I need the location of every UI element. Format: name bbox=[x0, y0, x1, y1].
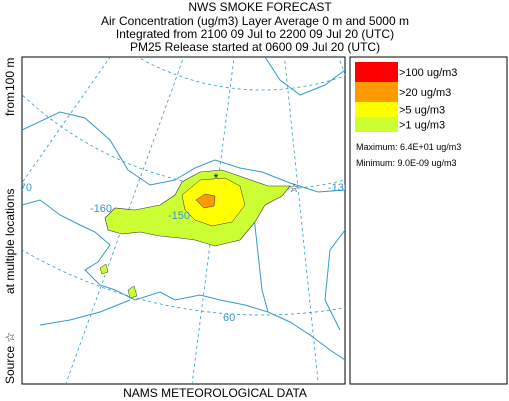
side-label: Source ☆ bbox=[3, 332, 17, 384]
source-marker: * bbox=[214, 171, 219, 185]
side-label: at multiple locations bbox=[3, 189, 17, 294]
coastline bbox=[22, 199, 345, 361]
source-marker: ☆ bbox=[289, 181, 300, 195]
legend-label: >100 ug/m3 bbox=[399, 67, 457, 79]
legend: >100 ug/m3 >20 ug/m3 >5 ug/m3 >1 ug/m3 bbox=[355, 62, 457, 132]
map-label: 60 bbox=[223, 312, 235, 324]
subtitle: Integrated from 2100 09 Jul to 2200 09 J… bbox=[116, 27, 394, 41]
map-label: -130 bbox=[328, 182, 350, 194]
legend-swatch bbox=[355, 102, 398, 117]
legend-swatch bbox=[355, 117, 398, 132]
side-label: 100 m bbox=[3, 58, 17, 91]
coastline bbox=[264, 57, 345, 96]
legend-swatch bbox=[355, 82, 398, 102]
plume-patch bbox=[99, 263, 109, 275]
map-label: -150 bbox=[168, 210, 190, 222]
maximum: Maximum: 6.4E+01 ug/m3 bbox=[356, 142, 461, 152]
legend-swatch bbox=[355, 62, 398, 82]
minimum: Minimum: 9.0E-09 ug/m3 bbox=[356, 158, 457, 168]
latitude-line bbox=[137, 57, 345, 91]
side-label: from bbox=[3, 92, 17, 116]
footer: NAMS METEOROLOGICAL DATA bbox=[123, 386, 307, 400]
plume-peak bbox=[195, 193, 216, 209]
map-label: -160 bbox=[90, 203, 112, 215]
subtitle: PM25 Release started at 0600 09 Jul 20 (… bbox=[130, 40, 380, 54]
title: NWS SMOKE FORECAST bbox=[188, 0, 332, 14]
map-label: -170 bbox=[10, 182, 32, 194]
legend-label: >1 ug/m3 bbox=[399, 120, 445, 132]
plume-patch bbox=[127, 285, 138, 299]
subtitle: Air Concentration (ug/m3) Layer Average … bbox=[101, 14, 409, 28]
meridian bbox=[191, 57, 235, 384]
coastline bbox=[39, 299, 131, 326]
meridian bbox=[284, 57, 319, 384]
legend-label: >5 ug/m3 bbox=[399, 105, 445, 117]
coastline bbox=[22, 111, 345, 193]
coastline bbox=[324, 229, 345, 331]
latitude-line bbox=[22, 249, 345, 316]
legend-label: >20 ug/m3 bbox=[399, 87, 451, 99]
